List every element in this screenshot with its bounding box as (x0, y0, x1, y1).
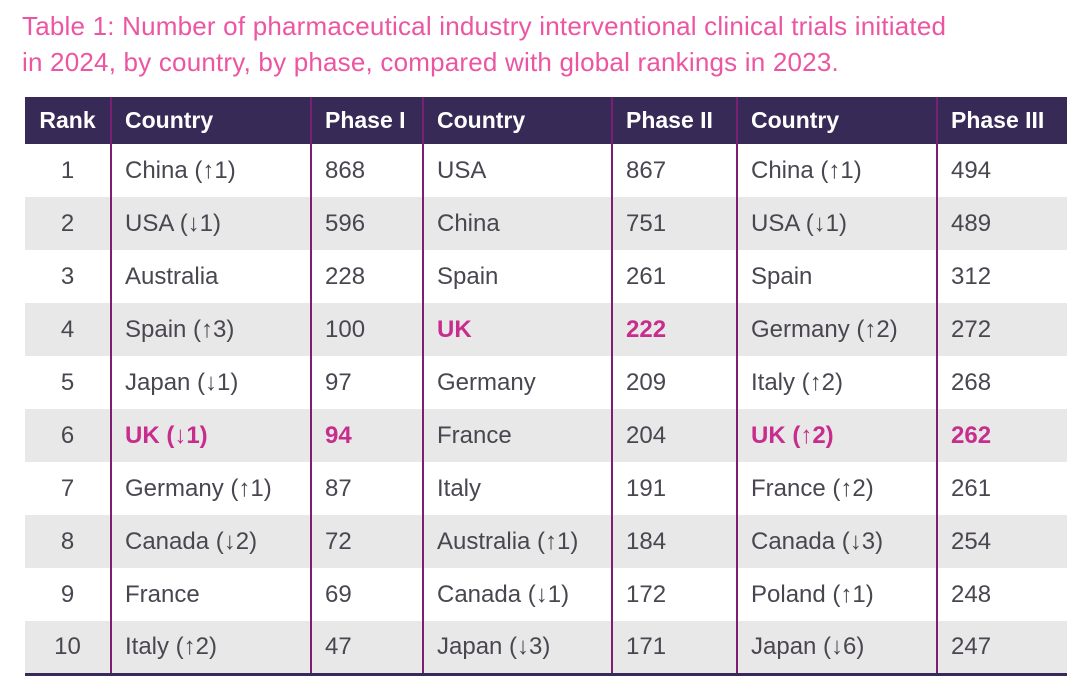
table-row: 8 Canada (↓2) 72 Australia (↑1) 184 Canada (↓… (25, 515, 1067, 568)
country-cell: France (110, 568, 311, 621)
country-cell: Japan (↓1) (110, 356, 311, 409)
header-phase3: Phase III (936, 97, 1067, 144)
country-cell: Japan (↓6) (736, 621, 937, 674)
header-phase1: Phase I (310, 97, 423, 144)
value-cell: 209 (611, 356, 737, 409)
rank-cell: 2 (60, 209, 75, 237)
country-cell: USA (↓1) (736, 197, 937, 250)
value-cell: 262 (936, 409, 1067, 462)
value-cell: 868 (310, 144, 423, 197)
value-cell: 97 (310, 356, 423, 409)
country-cell: USA (422, 144, 612, 197)
table-row: 6 UK (↓1) 94 France 204 UK (↑2) 262 (25, 409, 1067, 462)
country-cell: Poland (↑1) (736, 568, 937, 621)
country-cell: Australia (110, 250, 311, 303)
country-cell: UK (↑2) (736, 409, 937, 462)
header-country-phase3: Country (736, 97, 937, 144)
value-cell: 94 (310, 409, 423, 462)
value-cell: 222 (611, 303, 737, 356)
table-row: 1 China (↑1) 868 USA 867 China (↑1) 494 (25, 144, 1067, 197)
country-cell: UK (422, 303, 612, 356)
value-cell: 867 (611, 144, 737, 197)
country-cell: Spain (736, 250, 937, 303)
rank-cell: 8 (60, 527, 75, 555)
value-cell: 312 (936, 250, 1067, 303)
value-cell: 261 (936, 462, 1067, 515)
value-cell: 489 (936, 197, 1067, 250)
table-row: 2 USA (↓1) 596 China 751 USA (↓1) 489 (25, 197, 1067, 250)
value-cell: 72 (310, 515, 423, 568)
country-cell: France (422, 409, 612, 462)
caption-line-1: Table 1: Number of pharmaceutical indust… (22, 11, 947, 41)
country-cell: Italy (422, 462, 612, 515)
country-cell: Canada (↓1) (422, 568, 612, 621)
table-caption: Table 1: Number of pharmaceutical indust… (22, 8, 946, 80)
country-cell: Canada (↓2) (110, 515, 311, 568)
rank-cell: 1 (60, 156, 75, 184)
table-row: 3 Australia 228 Spain 261 Spain 312 (25, 250, 1067, 303)
country-cell: UK (↓1) (110, 409, 311, 462)
table-row: 5 Japan (↓1) 97 Germany 209 Italy (↑2) 268 (25, 356, 1067, 409)
value-cell: 494 (936, 144, 1067, 197)
country-cell: Germany (422, 356, 612, 409)
value-cell: 87 (310, 462, 423, 515)
rank-cell: 7 (60, 474, 75, 502)
caption-line-2: in 2024, by country, by phase, compared … (22, 47, 839, 77)
value-cell: 47 (310, 621, 423, 674)
country-cell: China (422, 197, 612, 250)
rank-cell: 3 (60, 262, 75, 290)
clinical-trials-table: Rank Country Phase I Country Phase II Co… (25, 97, 1067, 676)
header-row: Rank Country Phase I Country Phase II Co… (25, 97, 1067, 144)
rank-cell: 5 (60, 368, 75, 396)
value-cell: 248 (936, 568, 1067, 621)
country-cell: USA (↓1) (110, 197, 311, 250)
value-cell: 268 (936, 356, 1067, 409)
country-cell: China (↑1) (736, 144, 937, 197)
value-cell: 191 (611, 462, 737, 515)
header-country-phase1: Country (110, 97, 311, 144)
value-cell: 254 (936, 515, 1067, 568)
country-cell: France (↑2) (736, 462, 937, 515)
country-cell: Germany (↑2) (736, 303, 937, 356)
value-cell: 228 (310, 250, 423, 303)
table-row: 9 France 69 Canada (↓1) 172 Poland (↑1) 248 (25, 568, 1067, 621)
country-cell: Spain (422, 250, 612, 303)
value-cell: 751 (611, 197, 737, 250)
country-cell: Italy (↑2) (736, 356, 937, 409)
rank-cell: 9 (60, 580, 75, 608)
country-cell: China (↑1) (110, 144, 311, 197)
country-cell: Canada (↓3) (736, 515, 937, 568)
value-cell: 171 (611, 621, 737, 674)
country-cell: Germany (↑1) (110, 462, 311, 515)
country-cell: Italy (↑2) (110, 621, 311, 674)
table-body: 1 China (↑1) 868 USA 867 China (↑1) 494 2 USA (↓… (25, 144, 1067, 674)
value-cell: 172 (611, 568, 737, 621)
rank-cell: 10 (54, 632, 81, 660)
country-cell: Spain (↑3) (110, 303, 311, 356)
value-cell: 204 (611, 409, 737, 462)
country-cell: Japan (↓3) (422, 621, 612, 674)
table-row: 7 Germany (↑1) 87 Italy 191 France (↑2) 261 (25, 462, 1067, 515)
rank-cell: 6 (60, 421, 75, 449)
header-phase2: Phase II (611, 97, 737, 144)
value-cell: 184 (611, 515, 737, 568)
value-cell: 272 (936, 303, 1067, 356)
table-row: 10 Italy (↑2) 47 Japan (↓3) 171 Japan (↓6) 247 (25, 621, 1067, 674)
value-cell: 596 (310, 197, 423, 250)
value-cell: 261 (611, 250, 737, 303)
value-cell: 69 (310, 568, 423, 621)
value-cell: 247 (936, 621, 1067, 674)
value-cell: 100 (310, 303, 423, 356)
table-row: 4 Spain (↑3) 100 UK 222 Germany (↑2) 272 (25, 303, 1067, 356)
country-cell: Australia (↑1) (422, 515, 612, 568)
header-country-phase2: Country (422, 97, 612, 144)
rank-cell: 4 (60, 315, 75, 343)
header-rank: Rank (25, 97, 111, 144)
